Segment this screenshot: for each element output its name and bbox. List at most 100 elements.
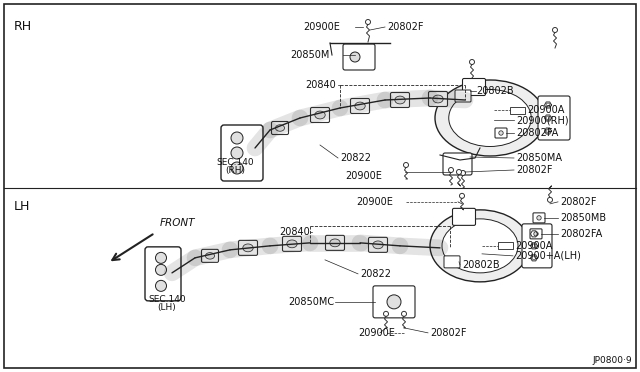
Text: 20822: 20822 <box>360 269 391 279</box>
Circle shape <box>532 232 536 236</box>
Text: (RH): (RH) <box>225 166 245 174</box>
Text: JP0800·9: JP0800·9 <box>593 356 632 365</box>
Text: 20840: 20840 <box>279 227 310 237</box>
Ellipse shape <box>395 96 405 104</box>
Text: 20900E: 20900E <box>358 328 395 338</box>
Text: 20900A: 20900A <box>527 105 564 115</box>
Circle shape <box>387 295 401 309</box>
Text: 20802F: 20802F <box>430 328 467 338</box>
Text: 20802F: 20802F <box>560 197 596 207</box>
Circle shape <box>156 264 166 275</box>
Ellipse shape <box>330 239 340 247</box>
Text: 20900E: 20900E <box>345 171 382 181</box>
Ellipse shape <box>372 241 383 249</box>
FancyBboxPatch shape <box>310 108 330 122</box>
FancyBboxPatch shape <box>271 122 289 135</box>
Ellipse shape <box>433 95 443 103</box>
FancyBboxPatch shape <box>530 229 542 239</box>
Circle shape <box>460 193 465 198</box>
Circle shape <box>231 132 243 144</box>
Text: 20840: 20840 <box>305 80 336 90</box>
Text: 20802F: 20802F <box>516 165 552 175</box>
FancyBboxPatch shape <box>463 78 486 96</box>
Ellipse shape <box>355 102 365 110</box>
Text: 20850M: 20850M <box>290 50 330 60</box>
Circle shape <box>156 252 166 263</box>
FancyBboxPatch shape <box>390 93 410 108</box>
Circle shape <box>231 147 243 159</box>
FancyBboxPatch shape <box>495 128 507 138</box>
Circle shape <box>470 60 474 64</box>
Circle shape <box>532 256 536 260</box>
Circle shape <box>403 163 408 167</box>
Circle shape <box>534 232 538 236</box>
Text: 20850MB: 20850MB <box>560 213 606 223</box>
Text: 20802FA: 20802FA <box>516 128 558 138</box>
Text: 20802F: 20802F <box>387 22 424 32</box>
Circle shape <box>532 244 536 248</box>
FancyBboxPatch shape <box>239 240 257 255</box>
Text: 20900+A(LH): 20900+A(LH) <box>515 251 581 261</box>
Ellipse shape <box>287 240 297 248</box>
Ellipse shape <box>243 244 253 252</box>
Ellipse shape <box>442 219 518 273</box>
Text: 20822: 20822 <box>340 153 371 163</box>
FancyBboxPatch shape <box>452 208 476 225</box>
FancyBboxPatch shape <box>369 237 387 252</box>
Text: 20802B: 20802B <box>476 86 514 96</box>
FancyBboxPatch shape <box>522 224 552 268</box>
Circle shape <box>401 311 406 316</box>
Circle shape <box>546 116 550 120</box>
FancyBboxPatch shape <box>373 286 415 318</box>
Text: 20900E: 20900E <box>356 197 393 207</box>
Ellipse shape <box>315 111 325 119</box>
FancyBboxPatch shape <box>282 236 301 251</box>
Text: SEC.140: SEC.140 <box>148 295 186 304</box>
Circle shape <box>461 170 465 176</box>
Text: 20802B: 20802B <box>462 260 500 270</box>
FancyBboxPatch shape <box>509 106 525 113</box>
Circle shape <box>156 280 166 291</box>
Circle shape <box>231 162 243 174</box>
Text: LH: LH <box>14 200 30 213</box>
Circle shape <box>499 131 503 135</box>
Ellipse shape <box>275 125 285 131</box>
Circle shape <box>537 216 541 220</box>
Text: 20850MC: 20850MC <box>288 297 334 307</box>
Text: FRONT: FRONT <box>160 218 195 228</box>
FancyBboxPatch shape <box>455 90 471 102</box>
Text: (LH): (LH) <box>157 303 177 312</box>
Circle shape <box>546 103 550 107</box>
Circle shape <box>449 167 454 173</box>
Circle shape <box>552 28 557 32</box>
Text: RH: RH <box>14 20 32 33</box>
Circle shape <box>365 19 371 25</box>
Circle shape <box>456 170 461 174</box>
Text: 20900(RH): 20900(RH) <box>516 115 568 125</box>
Circle shape <box>350 52 360 62</box>
Text: SEC.140: SEC.140 <box>216 157 254 167</box>
Ellipse shape <box>435 80 545 156</box>
FancyBboxPatch shape <box>326 235 344 250</box>
Ellipse shape <box>430 210 530 282</box>
FancyBboxPatch shape <box>343 44 375 70</box>
FancyBboxPatch shape <box>443 153 472 175</box>
FancyBboxPatch shape <box>429 92 447 106</box>
Text: 20900E: 20900E <box>303 22 340 32</box>
Circle shape <box>383 311 388 316</box>
FancyBboxPatch shape <box>221 125 263 181</box>
FancyBboxPatch shape <box>444 256 460 268</box>
Circle shape <box>547 198 552 202</box>
FancyBboxPatch shape <box>202 249 218 262</box>
FancyBboxPatch shape <box>538 96 570 140</box>
FancyBboxPatch shape <box>497 243 513 249</box>
FancyBboxPatch shape <box>351 99 369 113</box>
Text: 20802FA: 20802FA <box>560 229 602 239</box>
Text: 20900A: 20900A <box>515 241 552 251</box>
Ellipse shape <box>449 90 531 147</box>
Circle shape <box>546 129 550 133</box>
Ellipse shape <box>205 253 214 259</box>
Text: 20850MA: 20850MA <box>516 153 562 163</box>
FancyBboxPatch shape <box>533 213 545 223</box>
FancyBboxPatch shape <box>145 247 181 301</box>
